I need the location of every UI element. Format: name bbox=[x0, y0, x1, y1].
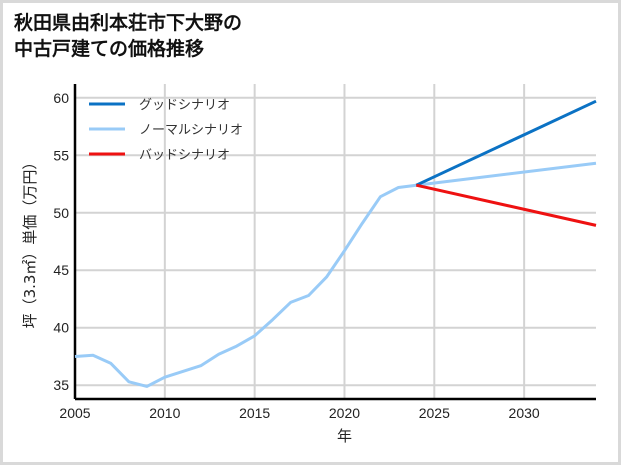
x-tick-label: 2005 bbox=[59, 405, 90, 421]
x-tick-label: 2030 bbox=[509, 405, 540, 421]
y-tick-label: 40 bbox=[53, 320, 69, 336]
y-axis-label: 坪（3.3㎡）単価（万円） bbox=[21, 155, 39, 329]
x-axis-label: 年 bbox=[337, 427, 352, 445]
y-tick-label: 60 bbox=[53, 90, 69, 106]
x-tick-label: 2020 bbox=[329, 405, 360, 421]
series-line bbox=[415, 183, 597, 227]
legend-label: グッドシナリオ bbox=[139, 98, 230, 113]
y-tick-label: 45 bbox=[53, 262, 69, 278]
title-line-2: 中古戸建ての価格推移 bbox=[14, 38, 205, 60]
title-line-1: 秋田県由利本荘市下大野の bbox=[14, 12, 243, 34]
x-tick-label: 2015 bbox=[239, 405, 270, 421]
legend-label: ノーマルシナリオ bbox=[139, 123, 243, 138]
chart-title: 秋田県由利本荘市下大野の 中古戸建ての価格推移 bbox=[14, 10, 242, 62]
series-line bbox=[74, 161, 597, 388]
y-tick-label: 50 bbox=[53, 205, 69, 221]
x-tick-label: 2010 bbox=[149, 405, 180, 421]
x-tick-label: 2025 bbox=[419, 405, 450, 421]
legend-label: バッドシナリオ bbox=[139, 148, 230, 163]
series-line bbox=[415, 99, 597, 187]
y-tick-label: 35 bbox=[53, 377, 69, 393]
y-tick-label: 55 bbox=[53, 147, 69, 163]
